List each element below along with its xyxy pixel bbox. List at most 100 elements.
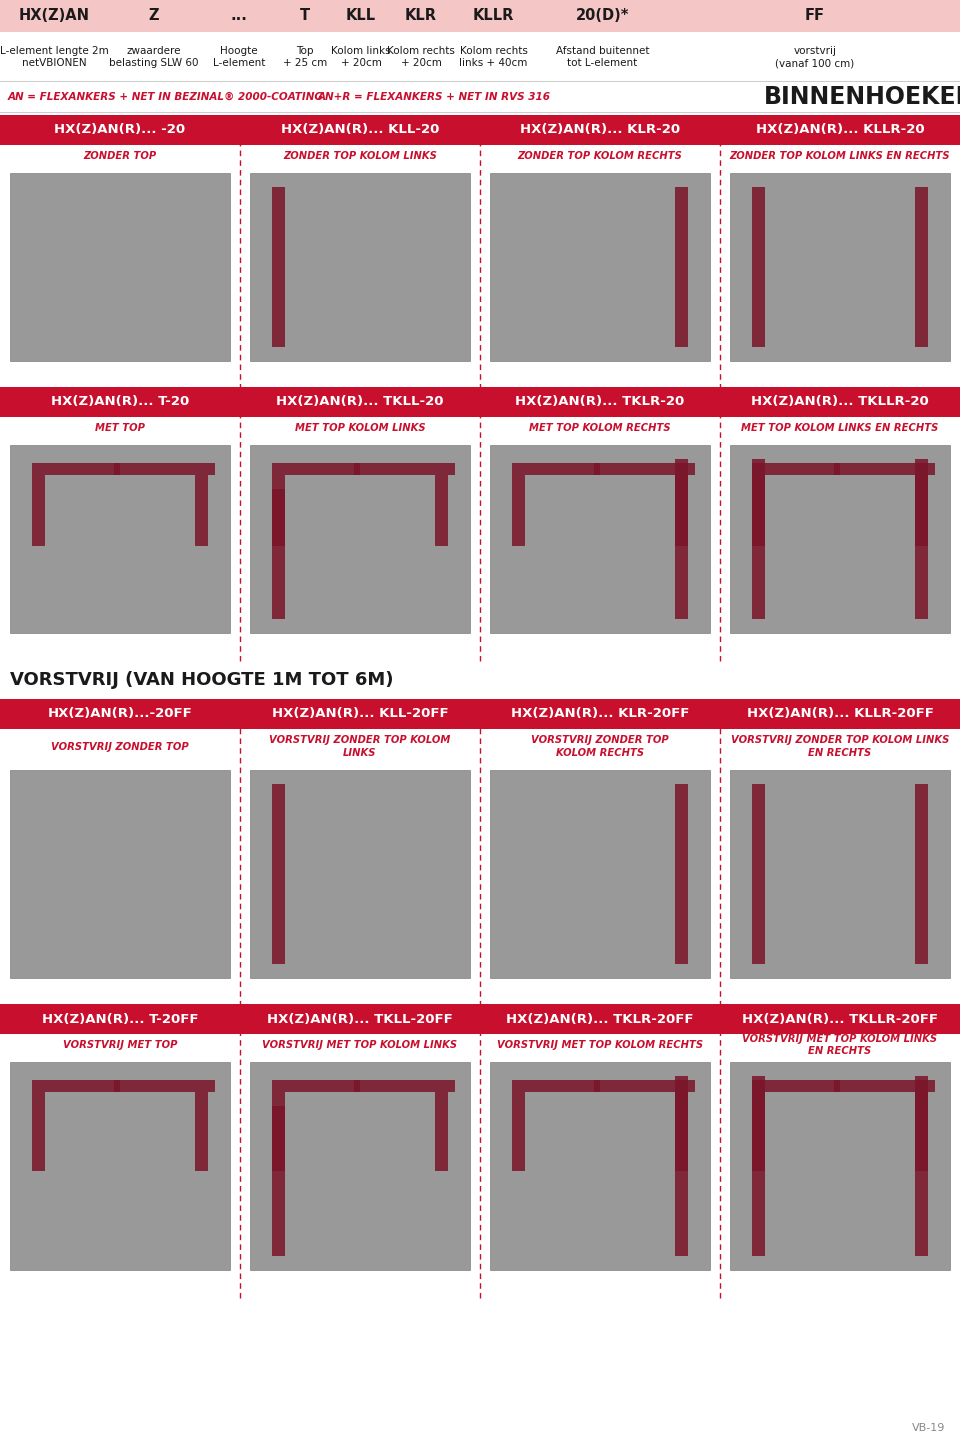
Bar xyxy=(10,444,230,633)
Text: VORSTVRIJ ZONDER TOP: VORSTVRIJ ZONDER TOP xyxy=(51,742,189,752)
Bar xyxy=(250,1062,470,1270)
Bar xyxy=(512,475,525,545)
Bar xyxy=(435,1092,448,1172)
Text: ZONDER TOP: ZONDER TOP xyxy=(84,152,156,162)
Text: HX(Z)AN(R)... TKLLR-20FF: HX(Z)AN(R)... TKLLR-20FF xyxy=(742,1013,938,1026)
Text: VORSTVRIJ MET TOP KOLOM LINKS: VORSTVRIJ MET TOP KOLOM LINKS xyxy=(262,1040,458,1051)
Bar xyxy=(490,771,710,978)
Bar xyxy=(512,1079,600,1092)
Text: VB-19: VB-19 xyxy=(912,1423,945,1433)
Bar xyxy=(752,1079,840,1092)
Bar xyxy=(0,0,960,32)
Text: KLL: KLL xyxy=(346,9,376,23)
Text: Kolom rechts
+ 20cm: Kolom rechts + 20cm xyxy=(387,46,455,68)
Bar xyxy=(915,1076,928,1255)
Bar xyxy=(833,463,934,475)
Text: MET TOP KOLOM LINKS EN RECHTS: MET TOP KOLOM LINKS EN RECHTS xyxy=(741,423,939,433)
Text: AN+R = FLEXANKERS + NET IN RVS 316: AN+R = FLEXANKERS + NET IN RVS 316 xyxy=(318,92,551,102)
Bar xyxy=(0,664,960,696)
Text: Z: Z xyxy=(149,9,159,23)
Text: VORSTVRIJ ZONDER TOP
KOLOM RECHTS: VORSTVRIJ ZONDER TOP KOLOM RECHTS xyxy=(531,736,669,758)
Bar xyxy=(915,459,928,619)
Bar xyxy=(915,784,928,964)
Bar xyxy=(752,1076,765,1255)
Bar xyxy=(32,475,45,545)
Text: zwaardere
belasting SLW 60: zwaardere belasting SLW 60 xyxy=(109,46,199,68)
Bar xyxy=(113,463,214,475)
Bar xyxy=(272,1105,285,1255)
Text: ZONDER TOP KOLOM LINKS EN RECHTS: ZONDER TOP KOLOM LINKS EN RECHTS xyxy=(730,152,950,162)
Bar xyxy=(250,173,470,361)
Bar xyxy=(195,1092,208,1172)
Bar xyxy=(593,463,694,475)
Text: Afstand buitennet
tot L-element: Afstand buitennet tot L-element xyxy=(556,46,649,68)
Bar xyxy=(730,1062,950,1270)
Text: Top
+ 25 cm: Top + 25 cm xyxy=(283,46,327,68)
Text: HX(Z)AN(R)... KLR-20FF: HX(Z)AN(R)... KLR-20FF xyxy=(511,707,689,720)
Text: ZONDER TOP KOLOM RECHTS: ZONDER TOP KOLOM RECHTS xyxy=(517,152,683,162)
Text: Kolom rechts
links + 40cm: Kolom rechts links + 40cm xyxy=(459,46,528,68)
Text: VORSTVRIJ MET TOP KOLOM LINKS
EN RECHTS: VORSTVRIJ MET TOP KOLOM LINKS EN RECHTS xyxy=(742,1033,938,1056)
Text: HX(Z)AN(R)...-20FF: HX(Z)AN(R)...-20FF xyxy=(48,707,192,720)
Text: HX(Z)AN(R)... T-20: HX(Z)AN(R)... T-20 xyxy=(51,395,189,408)
Bar xyxy=(0,698,960,729)
Bar xyxy=(32,1092,45,1172)
Bar xyxy=(272,1092,285,1172)
Bar xyxy=(752,475,765,545)
Bar xyxy=(752,1092,765,1172)
Bar xyxy=(675,475,688,545)
Text: FF: FF xyxy=(805,9,825,23)
Text: ZONDER TOP KOLOM LINKS: ZONDER TOP KOLOM LINKS xyxy=(283,152,437,162)
Bar xyxy=(752,188,765,346)
Text: VORSTVRIJ MET TOP KOLOM RECHTS: VORSTVRIJ MET TOP KOLOM RECHTS xyxy=(497,1040,703,1051)
Text: HX(Z)AN(R)... KLR-20: HX(Z)AN(R)... KLR-20 xyxy=(520,124,680,137)
Bar xyxy=(272,475,285,545)
Bar xyxy=(32,1079,120,1092)
Text: VORSTVRIJ ZONDER TOP KOLOM
LINKS: VORSTVRIJ ZONDER TOP KOLOM LINKS xyxy=(270,736,450,758)
Bar xyxy=(0,115,960,144)
Bar xyxy=(675,1092,688,1172)
Bar xyxy=(675,1076,688,1255)
Text: HX(Z)AN(R)... TKLL-20: HX(Z)AN(R)... TKLL-20 xyxy=(276,395,444,408)
Bar xyxy=(490,173,710,361)
Text: HX(Z)AN(R)... TKLR-20: HX(Z)AN(R)... TKLR-20 xyxy=(516,395,684,408)
Bar xyxy=(593,1079,694,1092)
Bar xyxy=(512,1092,525,1172)
Text: VORSTVRIJ (VAN HOOGTE 1M TOT 6M): VORSTVRIJ (VAN HOOGTE 1M TOT 6M) xyxy=(10,671,394,688)
Text: HX(Z)AN(R)... TKLLR-20: HX(Z)AN(R)... TKLLR-20 xyxy=(751,395,929,408)
Text: MET TOP KOLOM RECHTS: MET TOP KOLOM RECHTS xyxy=(529,423,671,433)
Bar xyxy=(730,444,950,633)
Text: HX(Z)AN(R)... T-20FF: HX(Z)AN(R)... T-20FF xyxy=(41,1013,199,1026)
Bar xyxy=(730,771,950,978)
Bar xyxy=(10,771,230,978)
Bar xyxy=(915,475,928,545)
Bar xyxy=(675,459,688,619)
Text: VORSTVRIJ ZONDER TOP KOLOM LINKS
EN RECHTS: VORSTVRIJ ZONDER TOP KOLOM LINKS EN RECH… xyxy=(731,736,949,758)
Text: HX(Z)AN(R)... TKLL-20FF: HX(Z)AN(R)... TKLL-20FF xyxy=(267,1013,453,1026)
Bar xyxy=(10,1062,230,1270)
Text: HX(Z)AN(R)... KLLR-20: HX(Z)AN(R)... KLLR-20 xyxy=(756,124,924,137)
Text: HX(Z)AN(R)... TKLR-20FF: HX(Z)AN(R)... TKLR-20FF xyxy=(506,1013,694,1026)
Bar xyxy=(272,463,360,475)
Text: HX(Z)AN(R)... KLL-20: HX(Z)AN(R)... KLL-20 xyxy=(281,124,439,137)
Text: L-element lengte 2m
netVBIONEN: L-element lengte 2m netVBIONEN xyxy=(0,46,108,68)
Bar xyxy=(113,1079,214,1092)
Bar xyxy=(752,459,765,619)
Bar xyxy=(250,444,470,633)
Bar xyxy=(490,444,710,633)
Bar xyxy=(0,387,960,417)
Text: VORSTVRIJ MET TOP: VORSTVRIJ MET TOP xyxy=(62,1040,178,1051)
Bar xyxy=(490,1062,710,1270)
Bar xyxy=(730,173,950,361)
Bar xyxy=(10,173,230,361)
Bar xyxy=(272,489,285,619)
Bar xyxy=(752,463,840,475)
Bar xyxy=(272,188,285,346)
Bar xyxy=(512,463,600,475)
Bar xyxy=(0,82,960,113)
Bar xyxy=(353,463,454,475)
Bar xyxy=(0,32,960,82)
Text: KLR: KLR xyxy=(405,9,437,23)
Text: HX(Z)AN(R)... KLL-20FF: HX(Z)AN(R)... KLL-20FF xyxy=(272,707,448,720)
Text: AN = FLEXANKERS + NET IN BEZINAL® 2000-COATING: AN = FLEXANKERS + NET IN BEZINAL® 2000-C… xyxy=(8,92,324,102)
